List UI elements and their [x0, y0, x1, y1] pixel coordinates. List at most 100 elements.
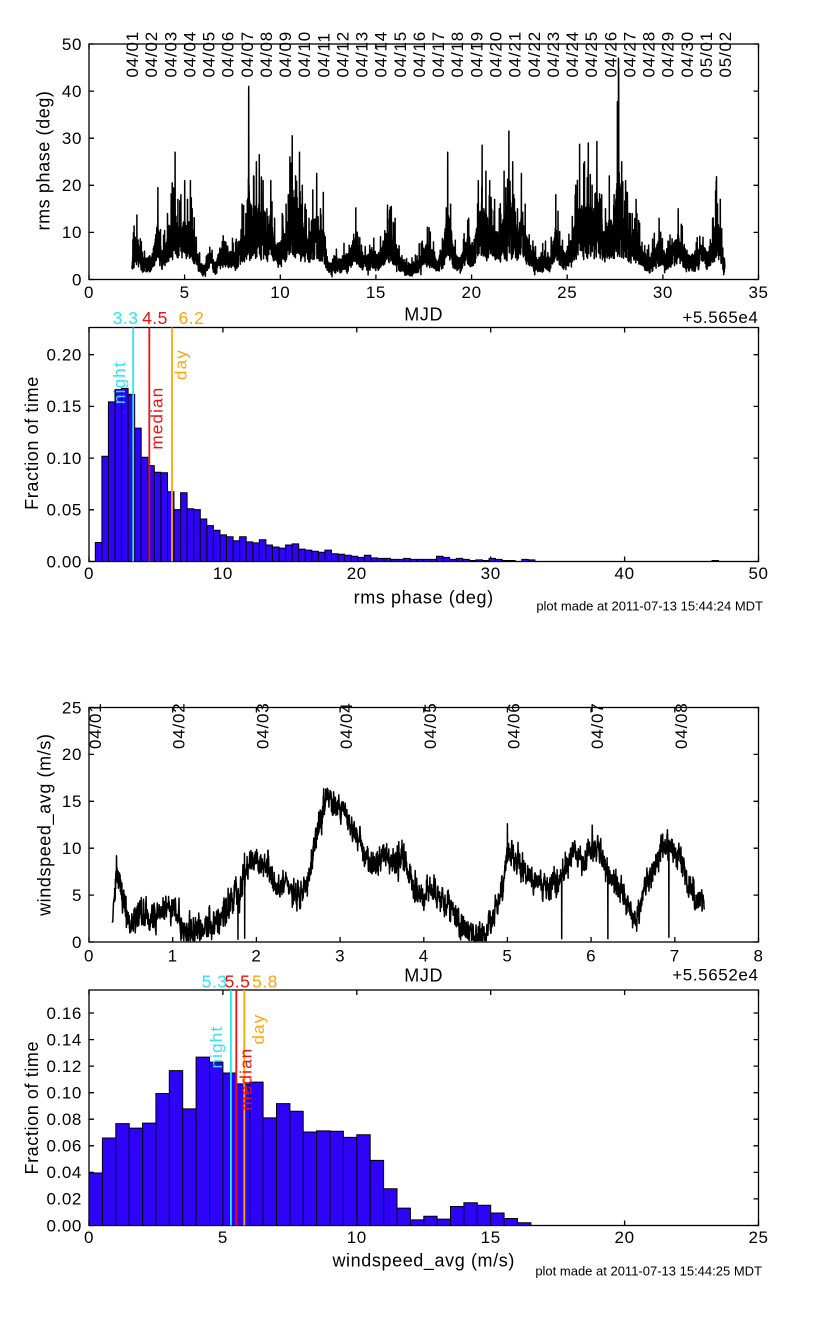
svg-text:10: 10 [270, 283, 290, 302]
svg-text:0.10: 0.10 [47, 1084, 83, 1103]
svg-text:04/07: 04/07 [588, 702, 607, 749]
svg-text:04/19: 04/19 [467, 31, 486, 78]
svg-text:15: 15 [481, 1228, 501, 1247]
svg-text:4.5: 4.5 [142, 308, 168, 328]
svg-text:05/02: 05/02 [716, 31, 735, 78]
svg-text:0.04: 0.04 [47, 1163, 83, 1182]
svg-text:04/16: 04/16 [410, 31, 429, 78]
svg-text:40: 40 [615, 564, 635, 583]
svg-text:0.02: 0.02 [47, 1190, 83, 1209]
svg-text:04/08: 04/08 [257, 31, 276, 78]
svg-text:plot made at 2011-07-13 15:44:: plot made at 2011-07-13 15:44:24 MDT [536, 599, 763, 614]
svg-text:4: 4 [419, 947, 429, 966]
svg-text:MJD: MJD [404, 305, 443, 325]
svg-text:0.12: 0.12 [47, 1057, 83, 1076]
svg-text:04/25: 04/25 [582, 31, 601, 78]
svg-text:0.08: 0.08 [47, 1110, 83, 1129]
svg-text:night: night [207, 1026, 226, 1069]
svg-text:04/02: 04/02 [170, 702, 189, 749]
svg-text:04/30: 04/30 [678, 31, 697, 78]
svg-text:2: 2 [251, 947, 261, 966]
svg-text:25: 25 [557, 283, 577, 302]
svg-text:0: 0 [84, 564, 94, 583]
svg-text:04/10: 04/10 [295, 31, 314, 78]
svg-text:04/05: 04/05 [421, 702, 440, 749]
svg-text:10: 10 [213, 564, 233, 583]
svg-text:25: 25 [62, 698, 82, 717]
svg-text:5: 5 [502, 947, 512, 966]
svg-text:day: day [172, 349, 191, 380]
svg-text:+5.565e4: +5.565e4 [682, 308, 758, 327]
svg-text:rms phase (deg): rms phase (deg) [354, 588, 494, 608]
svg-text:20: 20 [62, 176, 82, 195]
svg-text:night: night [110, 361, 129, 404]
svg-text:MJD: MJD [404, 966, 443, 986]
svg-text:30: 30 [62, 129, 82, 148]
svg-text:04/22: 04/22 [525, 31, 544, 78]
svg-text:20: 20 [462, 283, 482, 302]
svg-text:10: 10 [62, 223, 82, 242]
svg-text:04/28: 04/28 [640, 31, 659, 78]
svg-text:windspeed_avg (m/s): windspeed_avg (m/s) [35, 733, 56, 916]
svg-text:04/02: 04/02 [142, 31, 161, 78]
svg-text:0.00: 0.00 [47, 552, 83, 571]
svg-text:35: 35 [748, 283, 768, 302]
svg-text:0: 0 [84, 283, 94, 302]
svg-text:04/03: 04/03 [253, 702, 272, 749]
svg-text:windspeed_avg (m/s): windspeed_avg (m/s) [331, 1251, 514, 1272]
svg-text:04/26: 04/26 [601, 31, 620, 78]
svg-text:40: 40 [62, 82, 82, 101]
svg-text:Fraction of time: Fraction of time [22, 376, 42, 510]
svg-text:04/01: 04/01 [123, 31, 142, 78]
svg-text:04/13: 04/13 [353, 31, 372, 78]
svg-text:3.3: 3.3 [113, 308, 139, 328]
svg-text:6: 6 [586, 947, 596, 966]
svg-text:50: 50 [62, 35, 82, 54]
svg-text:04/08: 04/08 [672, 702, 691, 749]
svg-text:0.06: 0.06 [47, 1137, 83, 1156]
svg-text:04/24: 04/24 [563, 31, 582, 78]
svg-text:10: 10 [347, 1228, 367, 1247]
svg-text:5.8: 5.8 [252, 972, 278, 992]
svg-text:04/27: 04/27 [620, 31, 639, 78]
svg-text:0: 0 [84, 947, 94, 966]
svg-text:04/09: 04/09 [276, 31, 295, 78]
svg-text:05/01: 05/01 [697, 31, 716, 78]
svg-text:04/12: 04/12 [334, 31, 353, 78]
svg-text:30: 30 [481, 564, 501, 583]
svg-text:5: 5 [72, 886, 82, 905]
svg-text:15: 15 [366, 283, 386, 302]
svg-text:04/11: 04/11 [314, 32, 333, 77]
svg-text:3: 3 [335, 947, 345, 966]
svg-text:0: 0 [84, 1228, 94, 1247]
svg-text:04/04: 04/04 [180, 31, 199, 78]
svg-text:04/07: 04/07 [238, 31, 257, 78]
svg-text:04/21: 04/21 [506, 31, 525, 78]
svg-text:7: 7 [670, 947, 680, 966]
svg-text:04/17: 04/17 [429, 31, 448, 78]
svg-text:+5.5652e4: +5.5652e4 [672, 966, 758, 985]
svg-text:0.16: 0.16 [47, 1004, 83, 1023]
svg-text:04/29: 04/29 [659, 31, 678, 78]
svg-text:04/06: 04/06 [219, 31, 238, 78]
svg-text:0.20: 0.20 [47, 346, 83, 365]
svg-text:50: 50 [748, 564, 768, 583]
svg-text:5: 5 [180, 283, 190, 302]
svg-text:04/20: 04/20 [487, 31, 506, 78]
svg-text:04/15: 04/15 [391, 31, 410, 78]
svg-text:0.10: 0.10 [47, 449, 83, 468]
svg-text:10: 10 [62, 839, 82, 858]
svg-text:median: median [148, 387, 167, 450]
svg-text:04/18: 04/18 [448, 31, 467, 78]
svg-text:plot made at 2011-07-13 15:44:: plot made at 2011-07-13 15:44:25 MDT [535, 1264, 762, 1279]
svg-text:8: 8 [753, 947, 763, 966]
svg-text:5.5: 5.5 [225, 972, 251, 992]
svg-text:5: 5 [218, 1228, 228, 1247]
svg-text:15: 15 [62, 792, 82, 811]
svg-text:0: 0 [72, 933, 82, 952]
svg-text:25: 25 [748, 1228, 768, 1247]
svg-text:median: median [237, 1048, 256, 1111]
svg-text:20: 20 [615, 1228, 635, 1247]
svg-text:04/04: 04/04 [337, 702, 356, 749]
svg-text:0.00: 0.00 [47, 1216, 83, 1235]
